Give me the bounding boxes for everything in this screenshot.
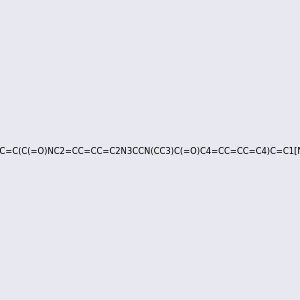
Text: CCOC1=CC=C(C(=O)NC2=CC=CC=C2N3CCN(CC3)C(=O)C4=CC=CC=C4)C=C1[N+](=O)[O-]: CCOC1=CC=C(C(=O)NC2=CC=CC=C2N3CCN(CC3)C(… bbox=[0, 147, 300, 156]
